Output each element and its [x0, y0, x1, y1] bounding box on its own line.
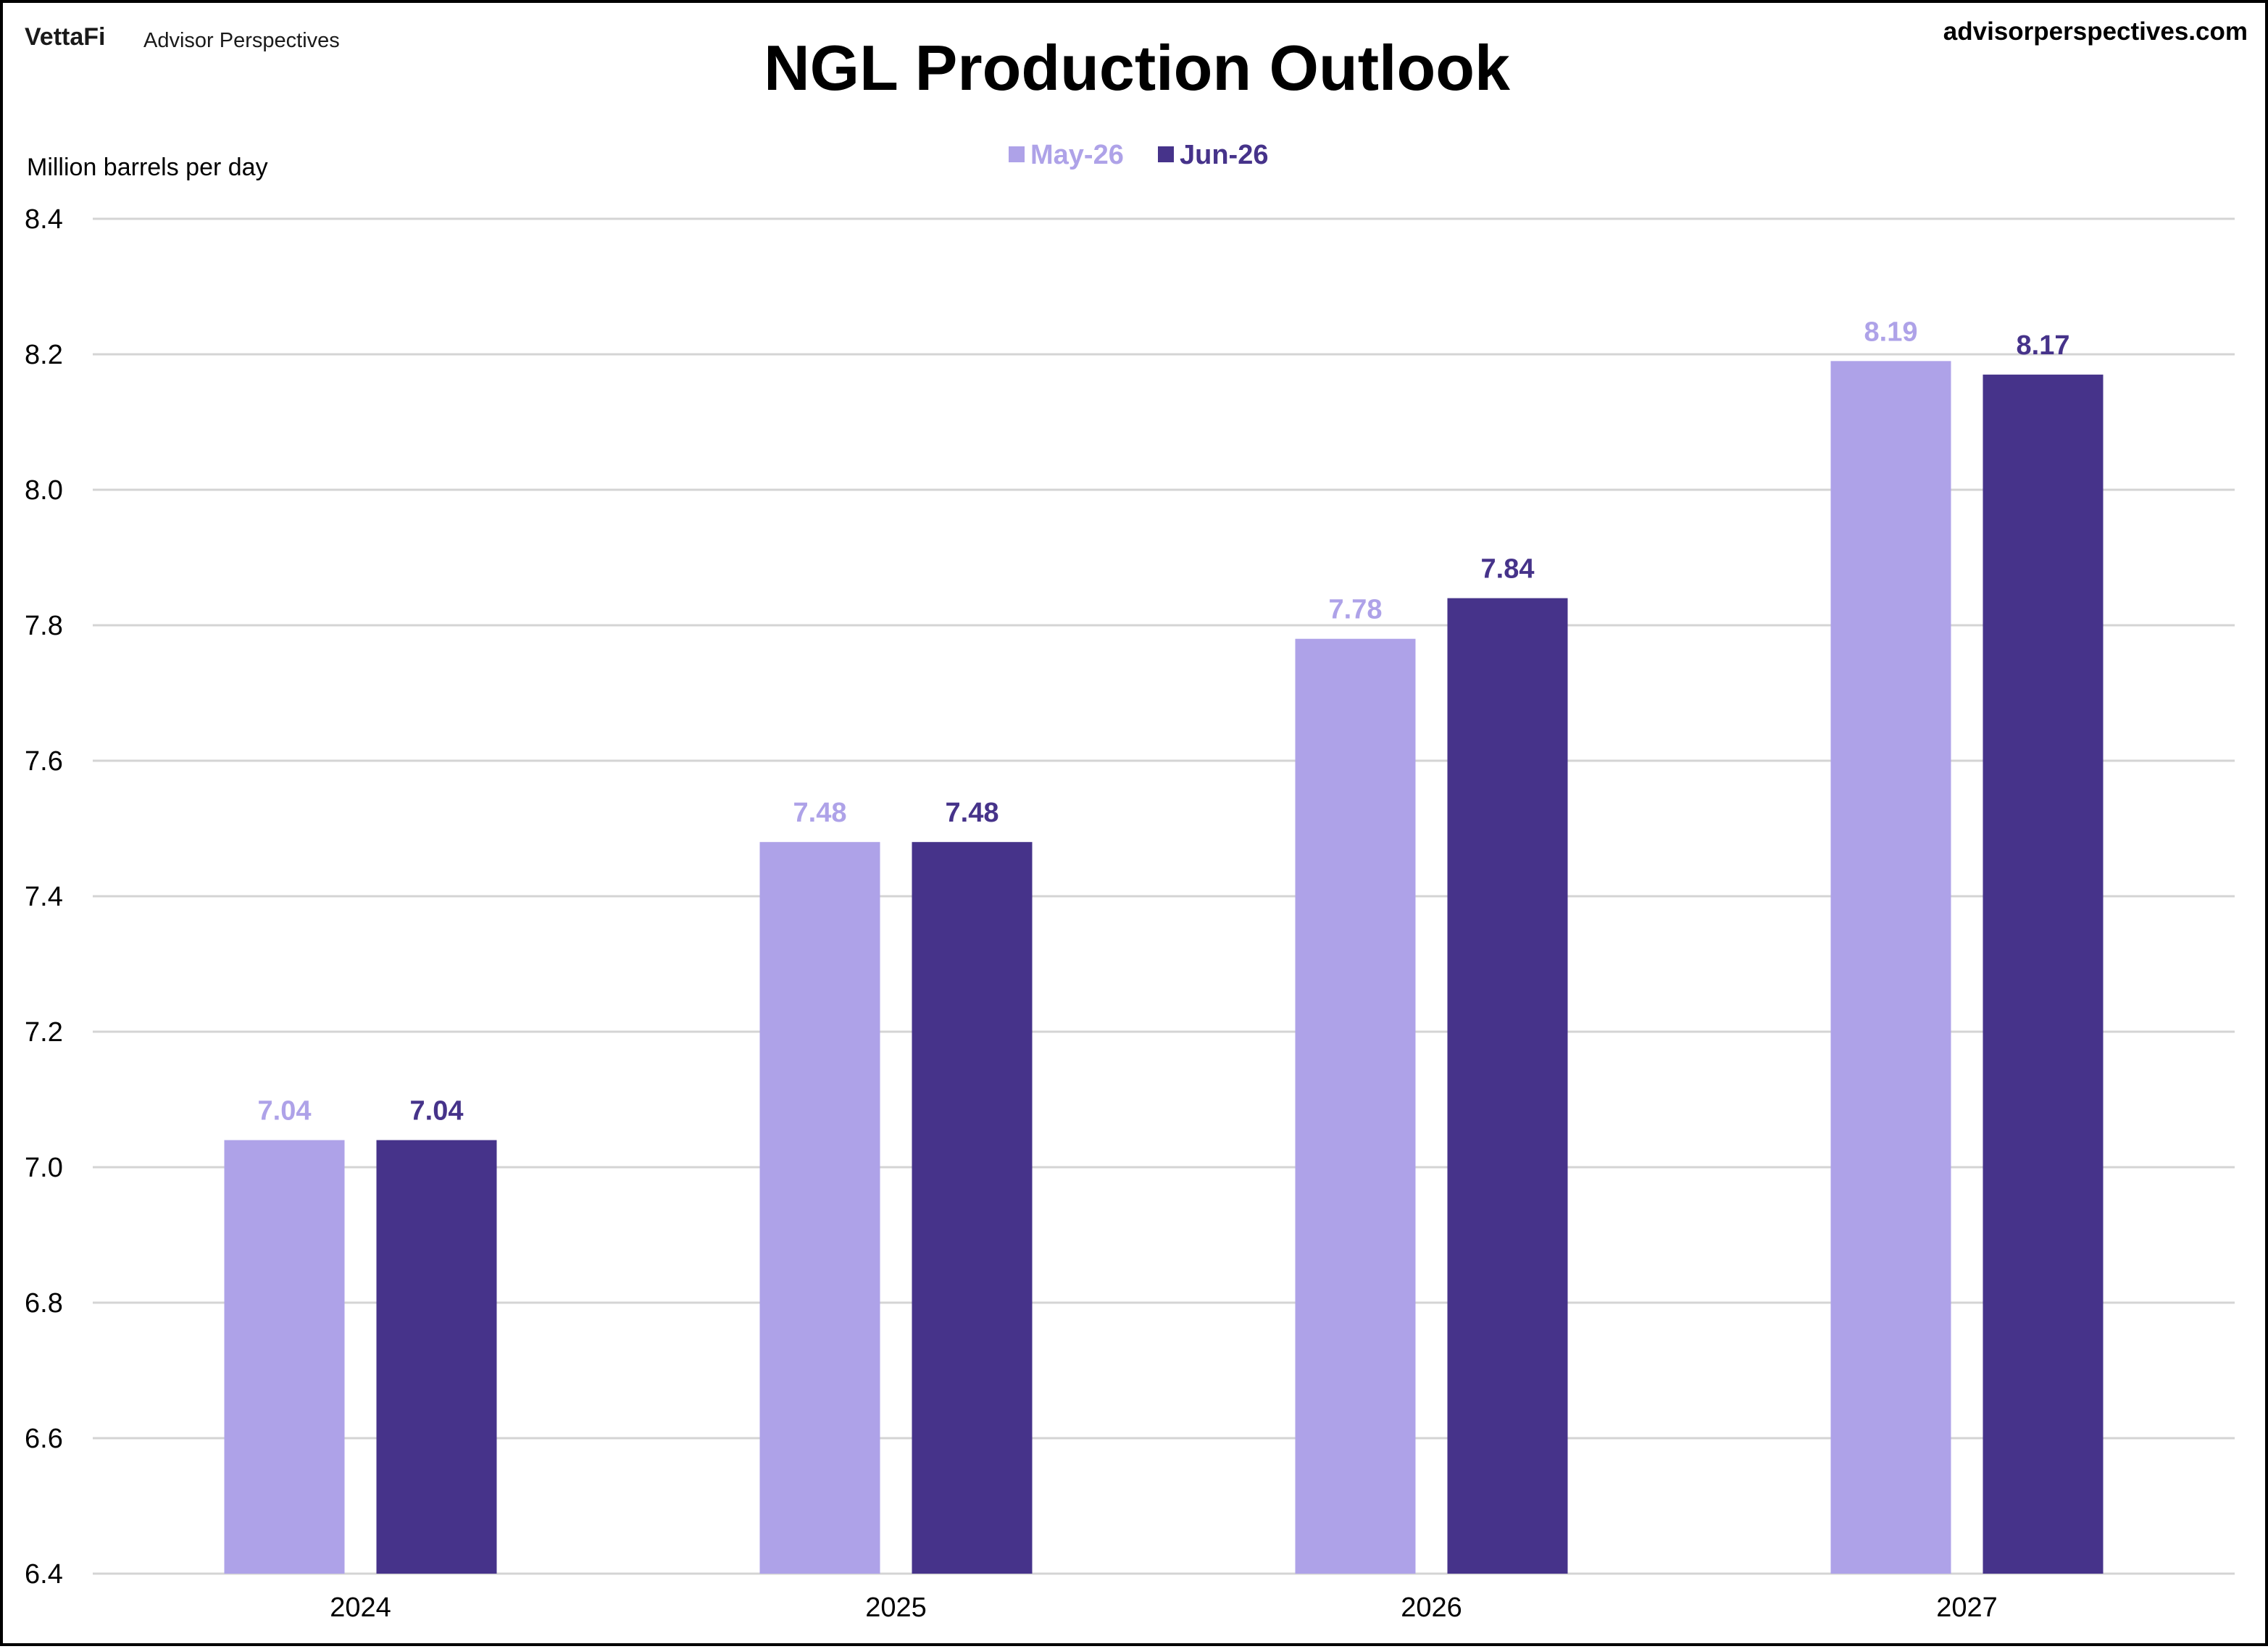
legend-label-jun-26: Jun-26: [1180, 140, 1268, 170]
legend-swatch-may-26: [1009, 146, 1025, 162]
data-labels: 7.04 7.04 7.48 7.48 7.78 7.84 8.19 8.17: [258, 317, 2070, 1126]
x-tick-label-2024: 2024: [330, 1592, 391, 1623]
data-label-jun-26-2025: 7.48: [946, 798, 999, 828]
data-label-jun-26-2026: 7.84: [1481, 554, 1535, 585]
bar-may-26-2026: [1295, 638, 1416, 1574]
data-label-jun-26-2027: 8.17: [2017, 330, 2070, 361]
x-axis-ticks: 2024 2025 2026 2027: [330, 1592, 1998, 1623]
data-label-may-26-2025: 7.48: [793, 798, 847, 828]
y-tick-label: 7.8: [25, 611, 63, 641]
chart-canvas: 7.04 7.047.48 7.487.787.848.19 8.17 6.46.66…: [25, 17, 2248, 1623]
data-label-may-26-2024: 7.04: [258, 1096, 312, 1127]
data-label-jun-26-2024: 7.04: [410, 1096, 464, 1127]
y-tick-label: 8.4: [25, 204, 63, 235]
data-label-may-26-2027: 8.19: [1864, 317, 1918, 347]
bar-may-26-2027: [1830, 361, 1951, 1574]
bar-jun-26-2024: [376, 1140, 497, 1574]
chart-title: NGL Production Outlook: [764, 32, 1511, 104]
legend-label-may-26: May-26: [1030, 140, 1124, 170]
x-tick-label-2025: 2025: [865, 1592, 927, 1623]
bar-jun-26-2026: [1447, 598, 1568, 1574]
x-tick-label-2027: 2027: [1936, 1592, 1998, 1623]
y-tick-label: 8.2: [25, 340, 63, 370]
site-url: advisorperspectives.com: [1943, 17, 2248, 46]
brand-name: Advisor Perspectives: [143, 29, 340, 52]
y-axis-unit-label: Million barrels per day: [27, 154, 268, 181]
bars: [224, 361, 2104, 1574]
bar-may-26-2025: [759, 842, 880, 1574]
y-tick-label: 7.0: [25, 1153, 63, 1183]
y-tick-label: 7.6: [25, 746, 63, 777]
data-label-may-26-2026: 7.78: [1329, 595, 1383, 625]
legend-swatch-jun-26: [1158, 146, 1174, 162]
bar-jun-26-2027: [1983, 375, 2104, 1574]
y-axis-ticks: 6.4 6.6 6.8 7.0 7.2 7.4 7.6 7.8 8.0 8.2 8.4: [25, 204, 63, 1590]
y-tick-label: 6.8: [25, 1288, 63, 1319]
y-tick-label: 8.0: [25, 475, 63, 506]
y-tick-label: 7.4: [25, 882, 63, 912]
y-tick-label: 6.6: [25, 1424, 63, 1454]
x-tick-label-2026: 2026: [1401, 1592, 1462, 1623]
bar-may-26-2024: [224, 1140, 345, 1574]
y-tick-label: 6.4: [25, 1559, 63, 1590]
y-tick-label: 7.2: [25, 1017, 63, 1048]
legend: May-26 Jun-26: [1009, 140, 1268, 170]
bar-jun-26-2025: [912, 842, 1033, 1574]
vettafi-logo: VettaFi: [25, 23, 105, 51]
